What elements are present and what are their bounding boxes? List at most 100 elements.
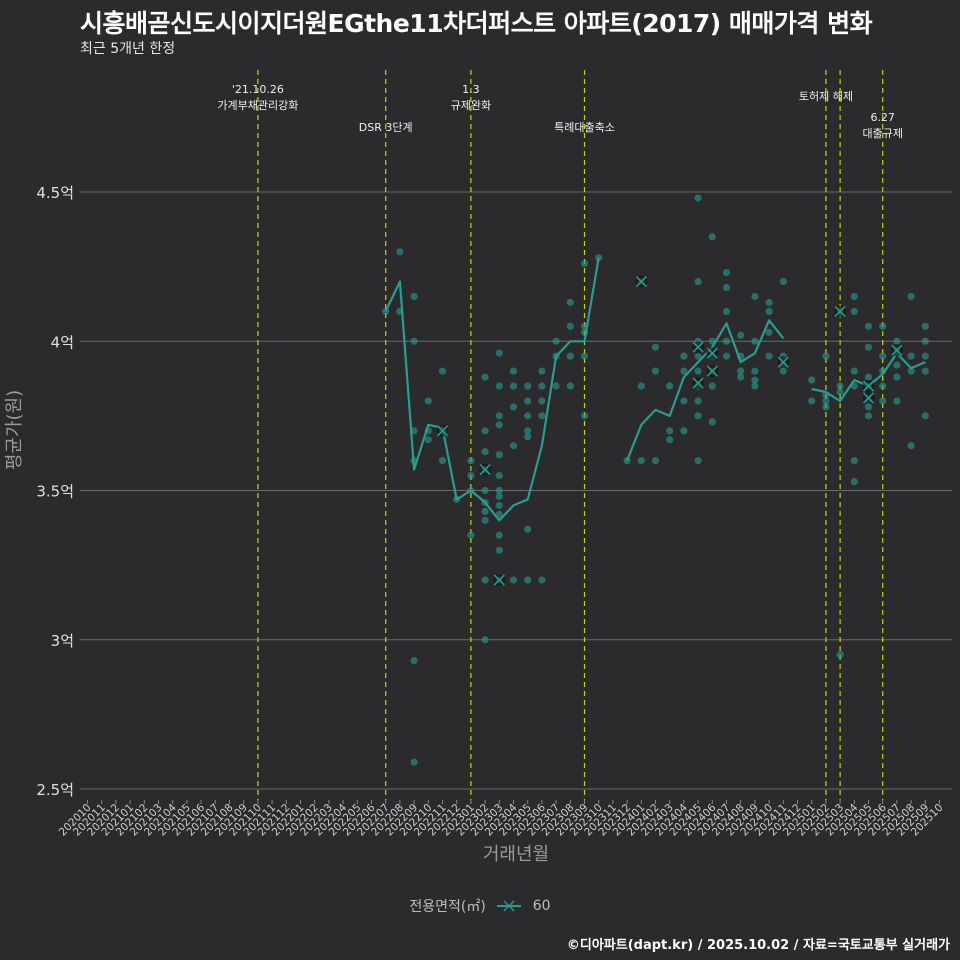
data-point [495, 451, 503, 459]
data-point [637, 457, 645, 465]
x-marker-stroke [862, 380, 875, 392]
data-point [850, 457, 858, 465]
data-point [495, 349, 503, 357]
data-point [921, 367, 929, 375]
y-tick-label: 3.5억 [36, 483, 74, 501]
data-point [481, 427, 489, 435]
x-marker-stroke [777, 356, 789, 368]
data-point [524, 525, 532, 533]
data-point [694, 352, 702, 360]
x-marker-stroke [479, 464, 491, 476]
data-point [921, 412, 929, 420]
x-marker [706, 365, 719, 378]
chart-title: 시흥배곧신도시이지더원EGthe11차더퍼스트 아파트(2017) 매매가격 변… [80, 9, 873, 38]
data-point [495, 531, 503, 539]
data-point [722, 337, 731, 345]
data-point [751, 292, 759, 301]
data-point [864, 373, 873, 381]
data-point [751, 367, 759, 375]
data-point [666, 427, 674, 435]
data-point [481, 636, 489, 644]
x-marker [834, 305, 847, 318]
x-marker [890, 344, 903, 357]
data-point [737, 367, 745, 375]
data-point [424, 397, 432, 405]
data-point [552, 337, 560, 345]
data-point [765, 328, 773, 336]
x-marker [777, 356, 790, 369]
event-label: 가계부채관리강화 [217, 99, 298, 112]
event-label: 규제완화 [451, 99, 491, 112]
x-marker-stroke [706, 347, 718, 359]
y-tick-label: 4.5억 [36, 184, 74, 202]
data-point [808, 397, 816, 405]
data-point [495, 382, 503, 390]
data-point [694, 412, 702, 420]
data-point [580, 352, 589, 360]
data-point [694, 397, 702, 405]
data-point [495, 546, 503, 554]
data-point [481, 448, 489, 456]
data-point [566, 352, 574, 360]
data-point [879, 382, 887, 390]
data-point [481, 507, 489, 515]
data-point [751, 382, 759, 390]
data-point [850, 307, 858, 315]
series-line [626, 319, 785, 462]
data-point [722, 352, 731, 360]
data-point [538, 397, 546, 405]
data-point [864, 343, 873, 351]
data-point [481, 486, 489, 495]
data-point [879, 322, 887, 330]
x-marker-stroke [706, 365, 718, 377]
event-label: '21.10.26 [232, 83, 284, 96]
data-point [524, 382, 532, 390]
data-point [893, 397, 901, 405]
data-point [850, 367, 858, 375]
data-point [651, 343, 660, 351]
data-point [893, 337, 901, 345]
data-point [481, 373, 489, 381]
data-point [765, 298, 773, 307]
data-point [410, 337, 418, 345]
data-point [850, 477, 858, 486]
x-marker [493, 574, 506, 587]
series-line [384, 257, 600, 522]
data-point [879, 352, 887, 360]
data-point [495, 471, 503, 480]
event-label: 6.27 [870, 111, 895, 124]
legend: 전용면적(㎡) 60 [0, 896, 960, 916]
x-marker-stroke [891, 344, 903, 356]
data-point [850, 292, 858, 301]
event-label: 대출규제 [862, 127, 902, 140]
y-tick-label: 2.5억 [36, 781, 74, 799]
x-marker [479, 463, 492, 476]
data-point [438, 367, 447, 375]
x-axis-title: 거래년월 [483, 844, 549, 865]
data-point [524, 576, 532, 584]
data-point [651, 367, 660, 375]
source-caption: ©디아파트(dapt.kr) / 2025.10.02 / 자료=국토교통부 실… [566, 938, 950, 953]
x-marker [436, 424, 449, 437]
data-point [864, 403, 873, 411]
data-point [666, 436, 674, 444]
data-point [467, 457, 475, 465]
data-point [694, 277, 702, 286]
data-point [864, 412, 873, 420]
data-point [552, 382, 560, 390]
data-point [765, 352, 773, 360]
data-point [495, 412, 503, 420]
data-point [595, 254, 603, 262]
x-marker [862, 380, 875, 393]
event-label: 1.3 [462, 83, 480, 96]
data-point [722, 283, 731, 292]
data-point [509, 442, 518, 450]
data-point [424, 436, 432, 444]
data-point [694, 367, 702, 375]
data-point [524, 397, 532, 405]
data-point [410, 758, 418, 766]
event-label: 토허제 해제 [799, 89, 853, 103]
data-point [680, 427, 688, 435]
x-marker-stroke [436, 425, 449, 437]
data-point [509, 403, 518, 411]
